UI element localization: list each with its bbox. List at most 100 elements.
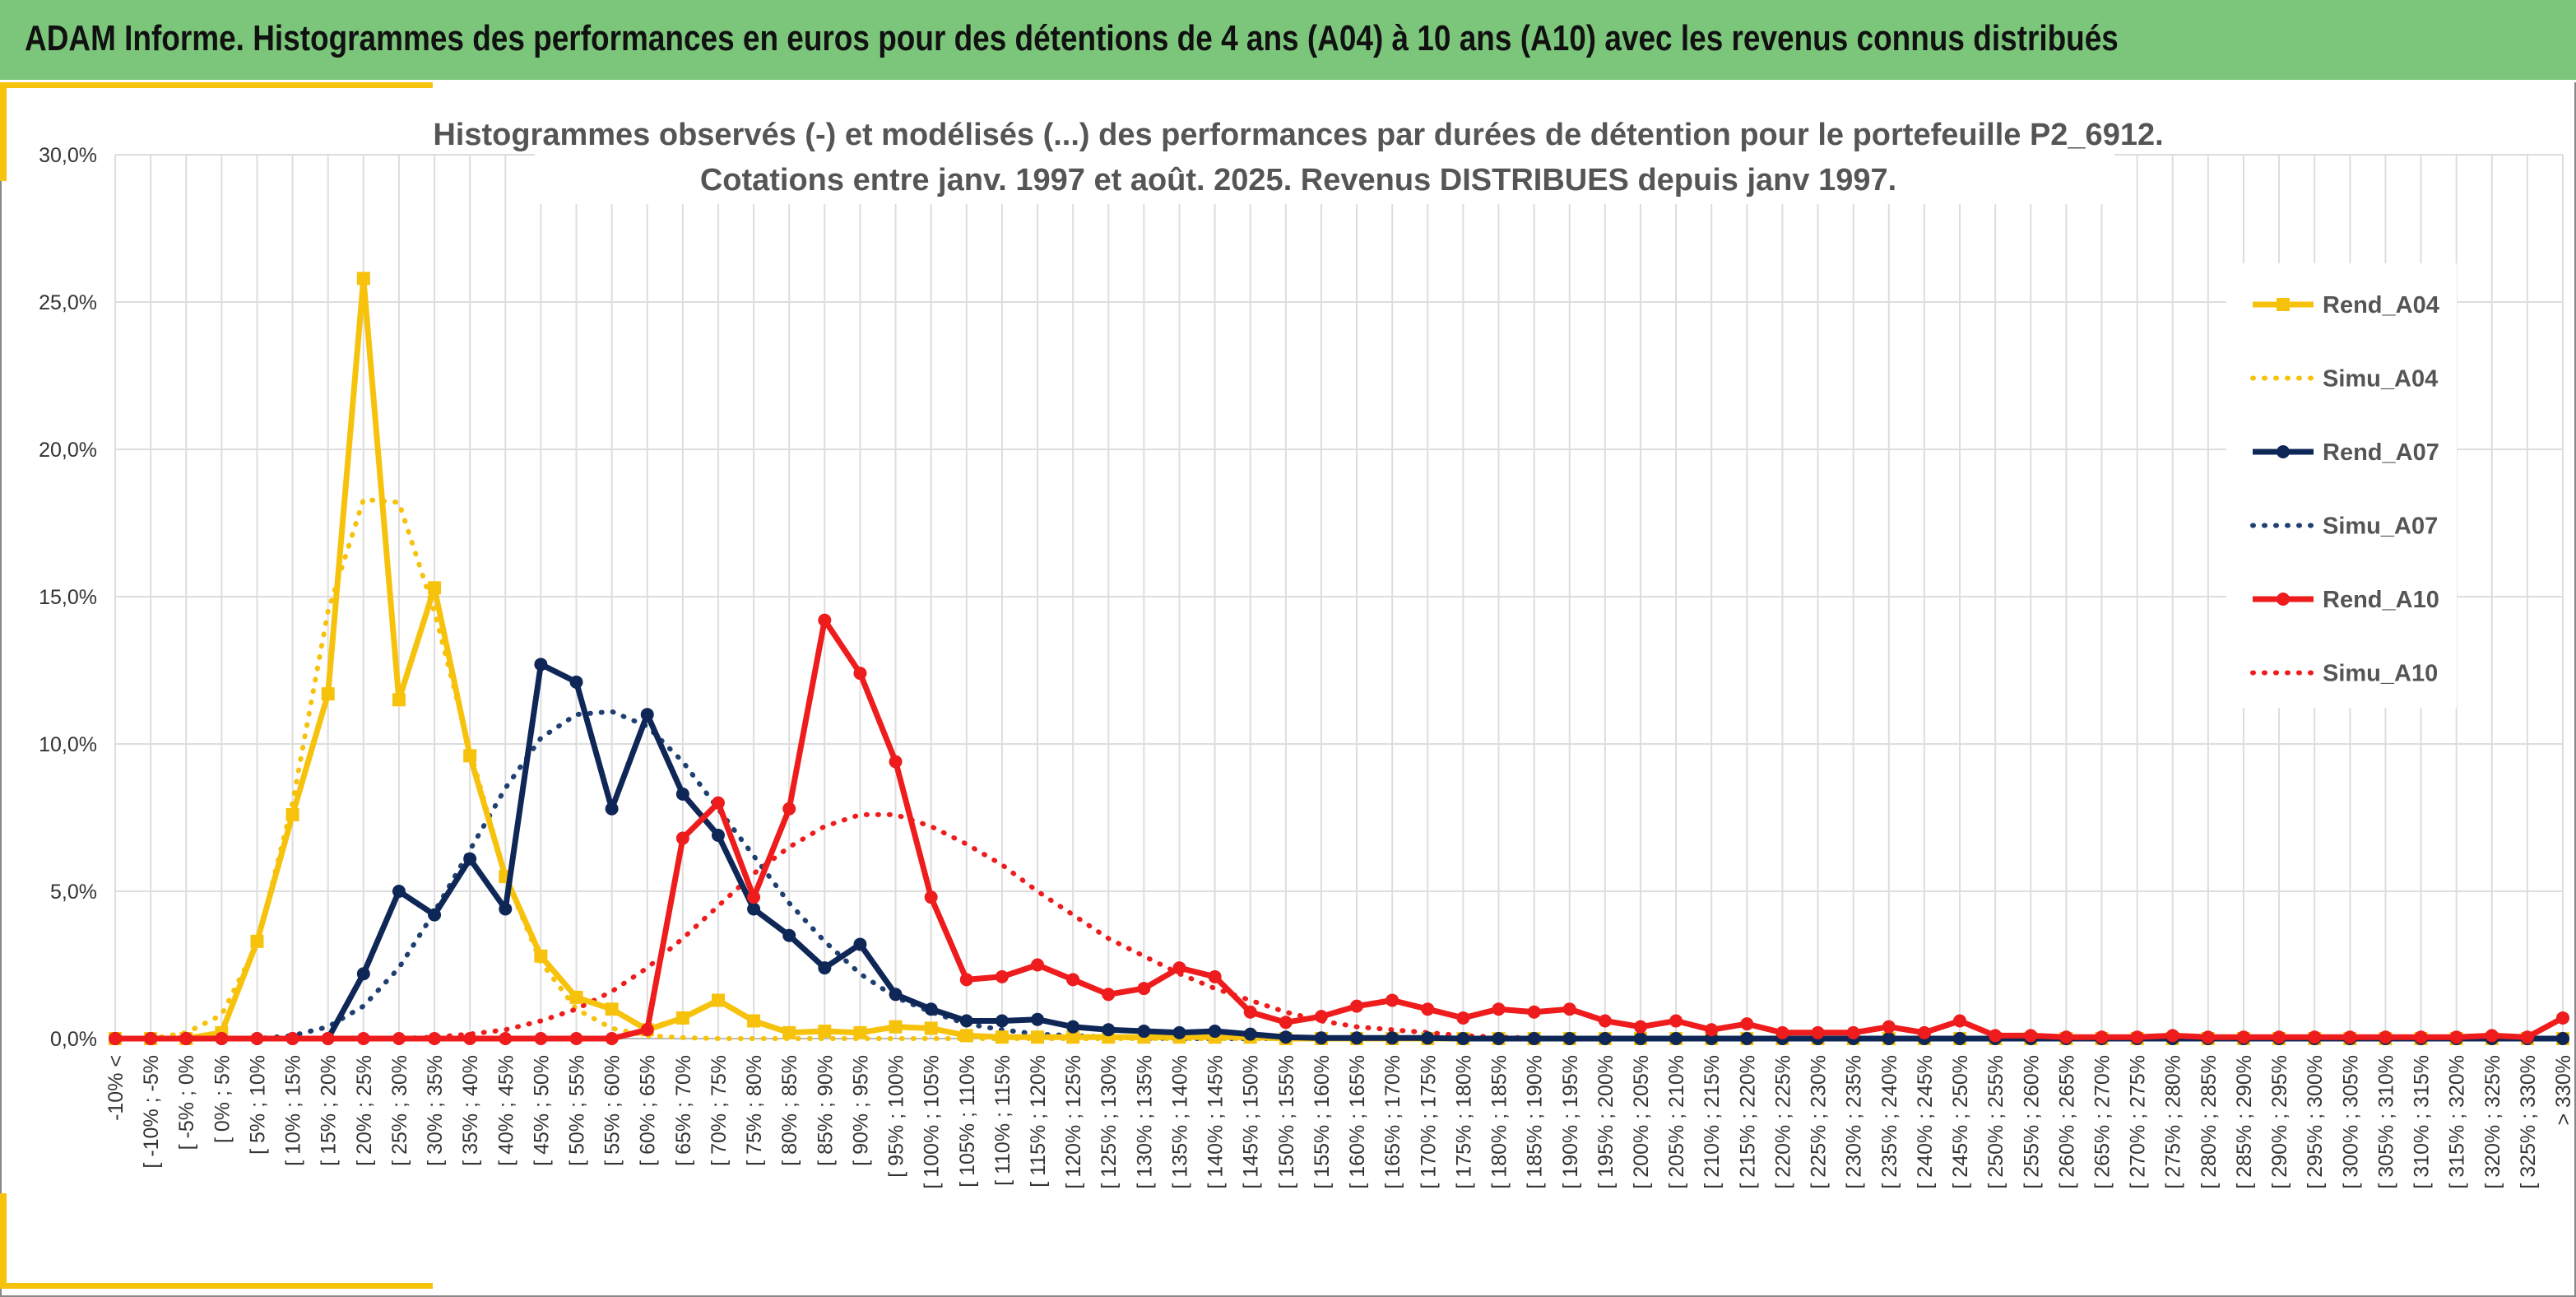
x-tick-label: -10% < bbox=[104, 1055, 128, 1121]
legend-label: Simu_A07 bbox=[2323, 514, 2438, 540]
data-point bbox=[1066, 973, 1080, 987]
report-title: ADAM Informe. Histogrammes des performan… bbox=[25, 18, 2119, 58]
x-tick-label: [ 310% ; 315% bbox=[2411, 1055, 2434, 1189]
data-point bbox=[321, 687, 335, 701]
series-line-simu-a10 bbox=[113, 811, 2565, 1041]
data-point bbox=[534, 1032, 548, 1045]
data-point bbox=[924, 1021, 938, 1035]
x-tick-label: [ 140% ; 145% bbox=[1204, 1055, 1228, 1189]
data-point bbox=[250, 934, 264, 948]
data-point bbox=[2520, 1030, 2534, 1044]
data-point bbox=[1846, 1025, 1860, 1039]
x-tick-label: [ 45% ; 50% bbox=[530, 1055, 553, 1166]
x-tick-label: [ 30% ; 35% bbox=[424, 1055, 447, 1166]
series-line-rend-a07 bbox=[112, 661, 2566, 1042]
x-tick-label: [ 200% ; 205% bbox=[1630, 1055, 1653, 1189]
data-point bbox=[499, 902, 513, 916]
x-tick-label: [ 315% ; 320% bbox=[2446, 1055, 2469, 1189]
series-lines bbox=[109, 272, 2569, 1045]
data-point bbox=[711, 796, 725, 810]
x-tick-label: [ -10% ; -5% bbox=[140, 1055, 163, 1169]
legend-marker bbox=[2277, 593, 2290, 606]
data-point bbox=[959, 1029, 973, 1043]
data-point bbox=[1243, 1027, 1257, 1041]
x-tick-label: [ 65% ; 70% bbox=[672, 1055, 695, 1166]
y-tick-label: 15,0% bbox=[39, 586, 97, 609]
data-point bbox=[782, 928, 796, 942]
data-point bbox=[889, 988, 903, 1002]
data-point bbox=[1705, 1023, 1719, 1037]
data-point bbox=[1740, 1017, 1754, 1031]
data-point bbox=[2024, 1029, 2038, 1043]
data-point bbox=[1385, 993, 1399, 1007]
data-point bbox=[675, 787, 689, 801]
data-point bbox=[711, 993, 725, 1007]
data-point bbox=[179, 1032, 193, 1045]
data-point bbox=[782, 802, 796, 816]
data-point bbox=[1740, 1032, 1754, 1045]
x-tick-label: [ 40% ; 45% bbox=[494, 1055, 518, 1166]
data-point bbox=[463, 1032, 477, 1045]
x-tick-label: [ 265% ; 270% bbox=[2091, 1055, 2114, 1189]
legend-label: Rend_A10 bbox=[2323, 587, 2439, 613]
legend-item-simu-a04: Simu_A04 bbox=[2250, 366, 2438, 393]
data-point bbox=[889, 1020, 903, 1034]
legend-marker bbox=[2277, 445, 2290, 458]
x-tick-label: [ 90% ; 95% bbox=[849, 1055, 872, 1166]
legend: Rend_A04 Simu_A04 Rend_A07 Simu_A07 Rend_A10… bbox=[2226, 263, 2457, 708]
data-point bbox=[640, 1023, 654, 1037]
data-point bbox=[1172, 1025, 1186, 1039]
x-tick-label: [ 190% ; 195% bbox=[1559, 1055, 1582, 1189]
data-point bbox=[428, 1032, 442, 1045]
x-tick-label: [ 225% ; 230% bbox=[1808, 1055, 1831, 1189]
data-point bbox=[889, 755, 903, 769]
accent-bar-bottom bbox=[0, 1283, 433, 1289]
data-point bbox=[1137, 1025, 1151, 1039]
data-point bbox=[995, 1014, 1009, 1028]
data-point bbox=[1031, 958, 1045, 972]
data-point bbox=[747, 890, 761, 904]
x-tick-label: [ 80% ; 85% bbox=[778, 1055, 801, 1166]
data-point bbox=[463, 749, 477, 763]
data-point bbox=[2343, 1030, 2357, 1044]
x-tick-label: [ 115% ; 120% bbox=[1027, 1055, 1050, 1188]
data-point bbox=[1385, 1031, 1399, 1045]
x-tick-label: [ 60% ; 65% bbox=[637, 1055, 660, 1166]
data-point bbox=[1421, 1002, 1435, 1016]
x-tick-label: [ 20% ; 25% bbox=[353, 1055, 376, 1166]
data-point bbox=[2272, 1030, 2286, 1044]
data-point bbox=[2449, 1030, 2463, 1044]
chart-title-line-2: Cotations entre janv. 1997 et août. 2025… bbox=[700, 163, 1896, 198]
x-tick-label: [ 300% ; 305% bbox=[2339, 1055, 2362, 1189]
data-point bbox=[109, 1032, 122, 1045]
data-point bbox=[1598, 1032, 1612, 1045]
data-point bbox=[2308, 1030, 2322, 1044]
data-point bbox=[1314, 1010, 1328, 1024]
legend-label: Simu_A10 bbox=[2323, 661, 2438, 687]
x-tick-label: [ 130% ; 135% bbox=[1133, 1055, 1156, 1189]
legend-item-rend-a10: Rend_A10 bbox=[2253, 587, 2439, 613]
legend-item-simu-a10: Simu_A10 bbox=[2250, 661, 2438, 687]
data-point bbox=[2556, 1032, 2569, 1045]
data-point bbox=[818, 613, 832, 627]
data-point bbox=[463, 852, 477, 866]
x-tick-label: [ 10% ; 15% bbox=[282, 1055, 305, 1166]
x-tick-label: [ 165% ; 170% bbox=[1381, 1055, 1404, 1189]
x-tick-label: [ 120% ; 125% bbox=[1062, 1055, 1085, 1189]
x-tick-label: [ 160% ; 165% bbox=[1346, 1055, 1369, 1189]
data-point bbox=[640, 708, 654, 722]
x-tick-label: [ 0% ; 5% bbox=[211, 1055, 234, 1143]
grid-lines bbox=[114, 154, 2564, 1039]
legend-item-simu-a07: Simu_A07 bbox=[2250, 514, 2438, 540]
data-point bbox=[675, 1011, 689, 1025]
data-point bbox=[1066, 1030, 1080, 1044]
data-point bbox=[1350, 1031, 1364, 1045]
x-tick-label: [ 270% ; 275% bbox=[2127, 1055, 2150, 1189]
y-tick-label: 10,0% bbox=[39, 733, 97, 756]
data-point bbox=[1102, 1023, 1116, 1037]
data-point bbox=[1811, 1025, 1825, 1039]
x-tick-label: [ 235% ; 240% bbox=[1878, 1055, 1901, 1189]
data-point bbox=[250, 1032, 264, 1045]
data-point bbox=[2201, 1030, 2215, 1044]
data-point bbox=[534, 949, 548, 963]
